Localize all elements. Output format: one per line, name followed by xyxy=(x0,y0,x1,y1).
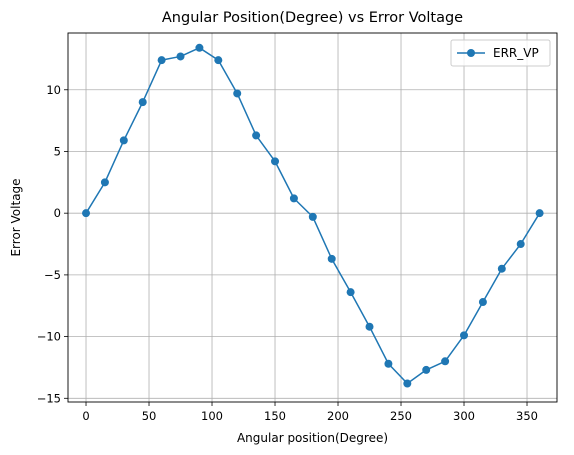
data-point xyxy=(535,209,544,218)
plot-frame xyxy=(67,32,558,403)
y-axis-label: Error Voltage xyxy=(9,178,23,256)
data-point xyxy=(157,56,166,65)
legend: ERR_VP xyxy=(450,39,551,67)
data-point xyxy=(497,264,506,273)
y-tick-label: −15 xyxy=(37,391,61,405)
data-point xyxy=(195,43,204,52)
data-point xyxy=(271,157,280,166)
data-point xyxy=(460,331,469,340)
data-point xyxy=(403,379,412,388)
data-point xyxy=(138,98,147,107)
data-point xyxy=(100,178,109,187)
y-tick-label: 10 xyxy=(46,83,61,97)
data-point xyxy=(478,298,487,307)
data-point xyxy=(119,136,128,145)
grid xyxy=(68,33,557,402)
data-point xyxy=(422,365,431,374)
series-layer xyxy=(82,43,544,388)
data-point xyxy=(233,89,242,98)
y-tick-label: 0 xyxy=(54,206,61,220)
data-point xyxy=(346,288,355,297)
chart-title: Angular Position(Degree) vs Error Voltag… xyxy=(162,10,463,26)
x-tick-label: 350 xyxy=(516,409,538,423)
x-axis-label: Angular position(Degree) xyxy=(237,431,388,445)
x-tick-label: 150 xyxy=(264,409,286,423)
y-tick-label: −5 xyxy=(44,268,61,282)
x-tick-label: 50 xyxy=(142,409,157,423)
data-point xyxy=(176,52,185,61)
legend-marker-swatch xyxy=(467,49,475,57)
x-tick-label: 100 xyxy=(201,409,223,423)
x-tick-label: 300 xyxy=(453,409,475,423)
data-point xyxy=(441,357,450,366)
data-point xyxy=(308,212,317,221)
x-tick-label: 200 xyxy=(327,409,349,423)
x-tick-label: 0 xyxy=(82,409,89,423)
data-point xyxy=(289,194,298,203)
data-point xyxy=(516,240,525,249)
y-tick-label: −10 xyxy=(37,330,61,344)
data-point xyxy=(82,209,91,218)
data-point xyxy=(252,131,261,140)
x-tick-label: 250 xyxy=(390,409,412,423)
data-point xyxy=(365,322,374,331)
data-point xyxy=(214,56,223,65)
ticks: 0 50 100 150 200 250 300 350 −15 −10 −5 0 5 10 xyxy=(37,83,538,423)
legend-label: ERR_VP xyxy=(493,46,539,60)
data-point xyxy=(327,254,336,263)
y-tick-label: 5 xyxy=(54,144,61,158)
data-point xyxy=(384,359,393,368)
legend-box xyxy=(450,39,551,67)
